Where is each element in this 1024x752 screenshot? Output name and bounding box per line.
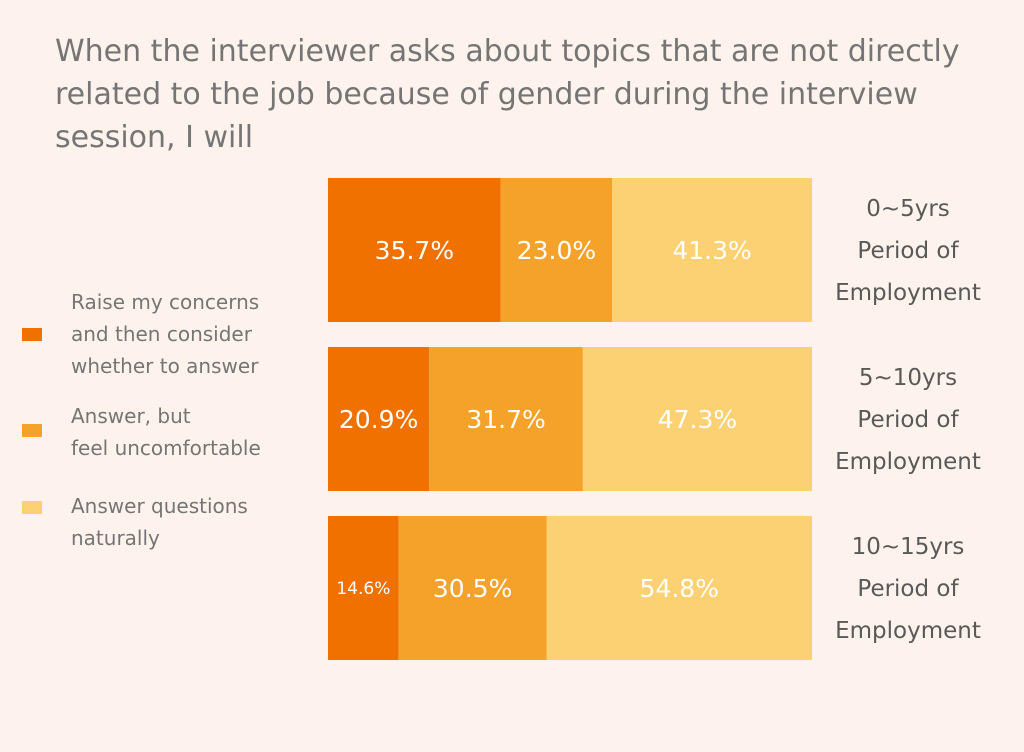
category-label-row2-line2: Period of <box>857 407 959 433</box>
bar-segment-row1-series1 <box>328 178 501 322</box>
bar-segment-row2-series1 <box>328 347 430 491</box>
data-label-row3-series2: 30.5% <box>433 574 512 603</box>
legend-swatch-raise-concerns <box>22 328 42 341</box>
chart-title: When the interviewer asks about topics t… <box>55 34 960 155</box>
category-label-row1-line3: Employment <box>835 280 981 306</box>
data-label-row1-series1: 35.7% <box>375 236 454 265</box>
legend-swatch-answer-uncomfortable <box>22 424 42 437</box>
data-label-row2-series3: 47.3% <box>658 405 737 434</box>
bar-segment-row3-series3 <box>546 516 812 660</box>
data-label-row1-series2: 23.0% <box>517 236 596 265</box>
category-label-row3-line1: 10~15yrs <box>852 534 965 560</box>
category-label-row1-line2: Period of <box>857 238 959 264</box>
category-label-row1-line1: 0~5yrs <box>866 196 950 222</box>
data-label-row3-series3: 54.8% <box>640 574 719 603</box>
bar-segment-row3-series2 <box>398 516 547 660</box>
bar-segment-row2-series3 <box>582 347 812 491</box>
data-label-row2-series1: 20.9% <box>339 405 418 434</box>
bar-segment-row3-series1 <box>328 516 399 660</box>
category-label-row3-line2: Period of <box>857 576 959 602</box>
bar-segment-row1-series3 <box>612 178 812 322</box>
data-label-row2-series2: 31.7% <box>466 405 545 434</box>
legend-label-answer-naturally: Answer questions naturally <box>71 494 248 550</box>
legend-label-raise-concerns: Raise my concerns and then consider whet… <box>71 290 260 378</box>
category-label-row2-line3: Employment <box>835 449 981 475</box>
bar-segment-row2-series2 <box>429 347 583 491</box>
category-label-row2-line1: 5~10yrs <box>859 365 957 391</box>
data-label-row3-series1: 14.6% <box>336 579 390 599</box>
legend-swatch-answer-naturally <box>22 501 42 514</box>
category-label-row3-line3: Employment <box>835 618 981 644</box>
legend-label-answer-uncomfortable: Answer, but feel uncomfortable <box>71 404 261 460</box>
bar-segment-row1-series2 <box>500 178 613 322</box>
data-label-row1-series3: 41.3% <box>672 236 751 265</box>
